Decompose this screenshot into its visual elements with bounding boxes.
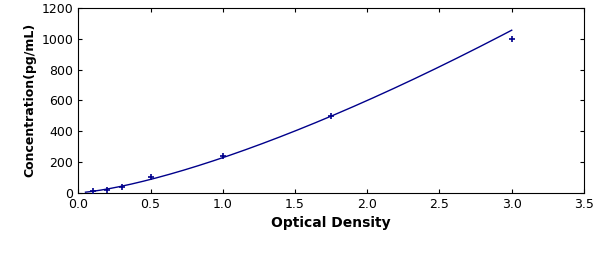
X-axis label: Optical Density: Optical Density <box>272 216 391 230</box>
Y-axis label: Concentration(pg/mL): Concentration(pg/mL) <box>23 23 36 177</box>
